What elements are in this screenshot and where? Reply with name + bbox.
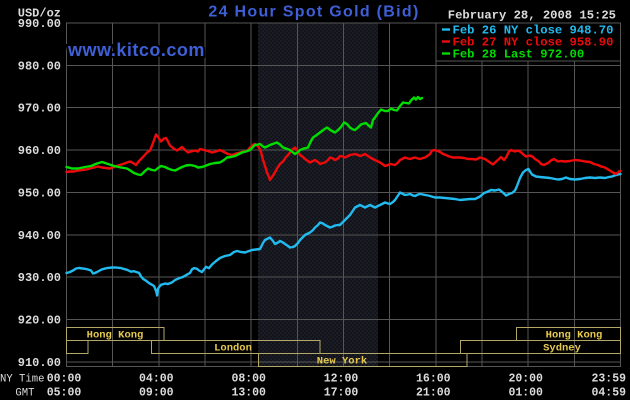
svg-text:New York: New York (317, 356, 367, 368)
svg-text:23:59: 23:59 (591, 373, 626, 386)
svg-text:Sydney: Sydney (543, 342, 582, 354)
svg-text:Feb 28 Last 972.00: Feb 28 Last 972.00 (453, 48, 585, 62)
svg-text:01:00: 01:00 (508, 387, 543, 400)
svg-text:Feb 27 NY close 958.90: Feb 27 NY close 958.90 (453, 36, 614, 50)
svg-text:24 Hour Spot Gold (Bid): 24 Hour Spot Gold (Bid) (208, 4, 419, 21)
svg-text:960.00: 960.00 (18, 144, 61, 158)
svg-text:12:00: 12:00 (324, 373, 359, 386)
svg-text:February 28, 2008 15:25: February 28, 2008 15:25 (448, 9, 616, 23)
svg-text:Hong Kong: Hong Kong (87, 329, 144, 341)
svg-text:940.00: 940.00 (18, 229, 61, 243)
svg-text:www.kitco.com: www.kitco.com (67, 40, 205, 60)
svg-text:09:00: 09:00 (139, 387, 174, 400)
svg-text:08:00: 08:00 (231, 373, 266, 386)
svg-text:04:00: 04:00 (139, 373, 174, 386)
svg-text:20:00: 20:00 (508, 373, 543, 386)
svg-text:910.00: 910.00 (18, 356, 61, 370)
svg-text:05:00: 05:00 (47, 387, 82, 400)
svg-text:Hong Kong: Hong Kong (546, 329, 603, 341)
svg-text:13:00: 13:00 (231, 387, 266, 400)
svg-text:990.00: 990.00 (18, 17, 61, 31)
svg-text:04:59: 04:59 (591, 387, 626, 400)
svg-text:930.00: 930.00 (18, 271, 61, 285)
svg-text:980.00: 980.00 (18, 59, 61, 73)
svg-text:Feb 26 NY close 948.70: Feb 26 NY close 948.70 (453, 24, 614, 38)
svg-text:GMT: GMT (15, 388, 34, 400)
svg-text:USD/oz: USD/oz (18, 7, 61, 21)
svg-text:920.00: 920.00 (18, 313, 61, 327)
svg-text:17:00: 17:00 (324, 387, 359, 400)
svg-text:16:00: 16:00 (416, 373, 451, 386)
svg-text:London: London (214, 342, 252, 354)
svg-text:950.00: 950.00 (18, 186, 61, 200)
svg-text:00:00: 00:00 (47, 373, 82, 386)
svg-text:NY Time: NY Time (0, 374, 45, 386)
svg-text:970.00: 970.00 (18, 102, 61, 116)
svg-text:21:00: 21:00 (416, 387, 451, 400)
